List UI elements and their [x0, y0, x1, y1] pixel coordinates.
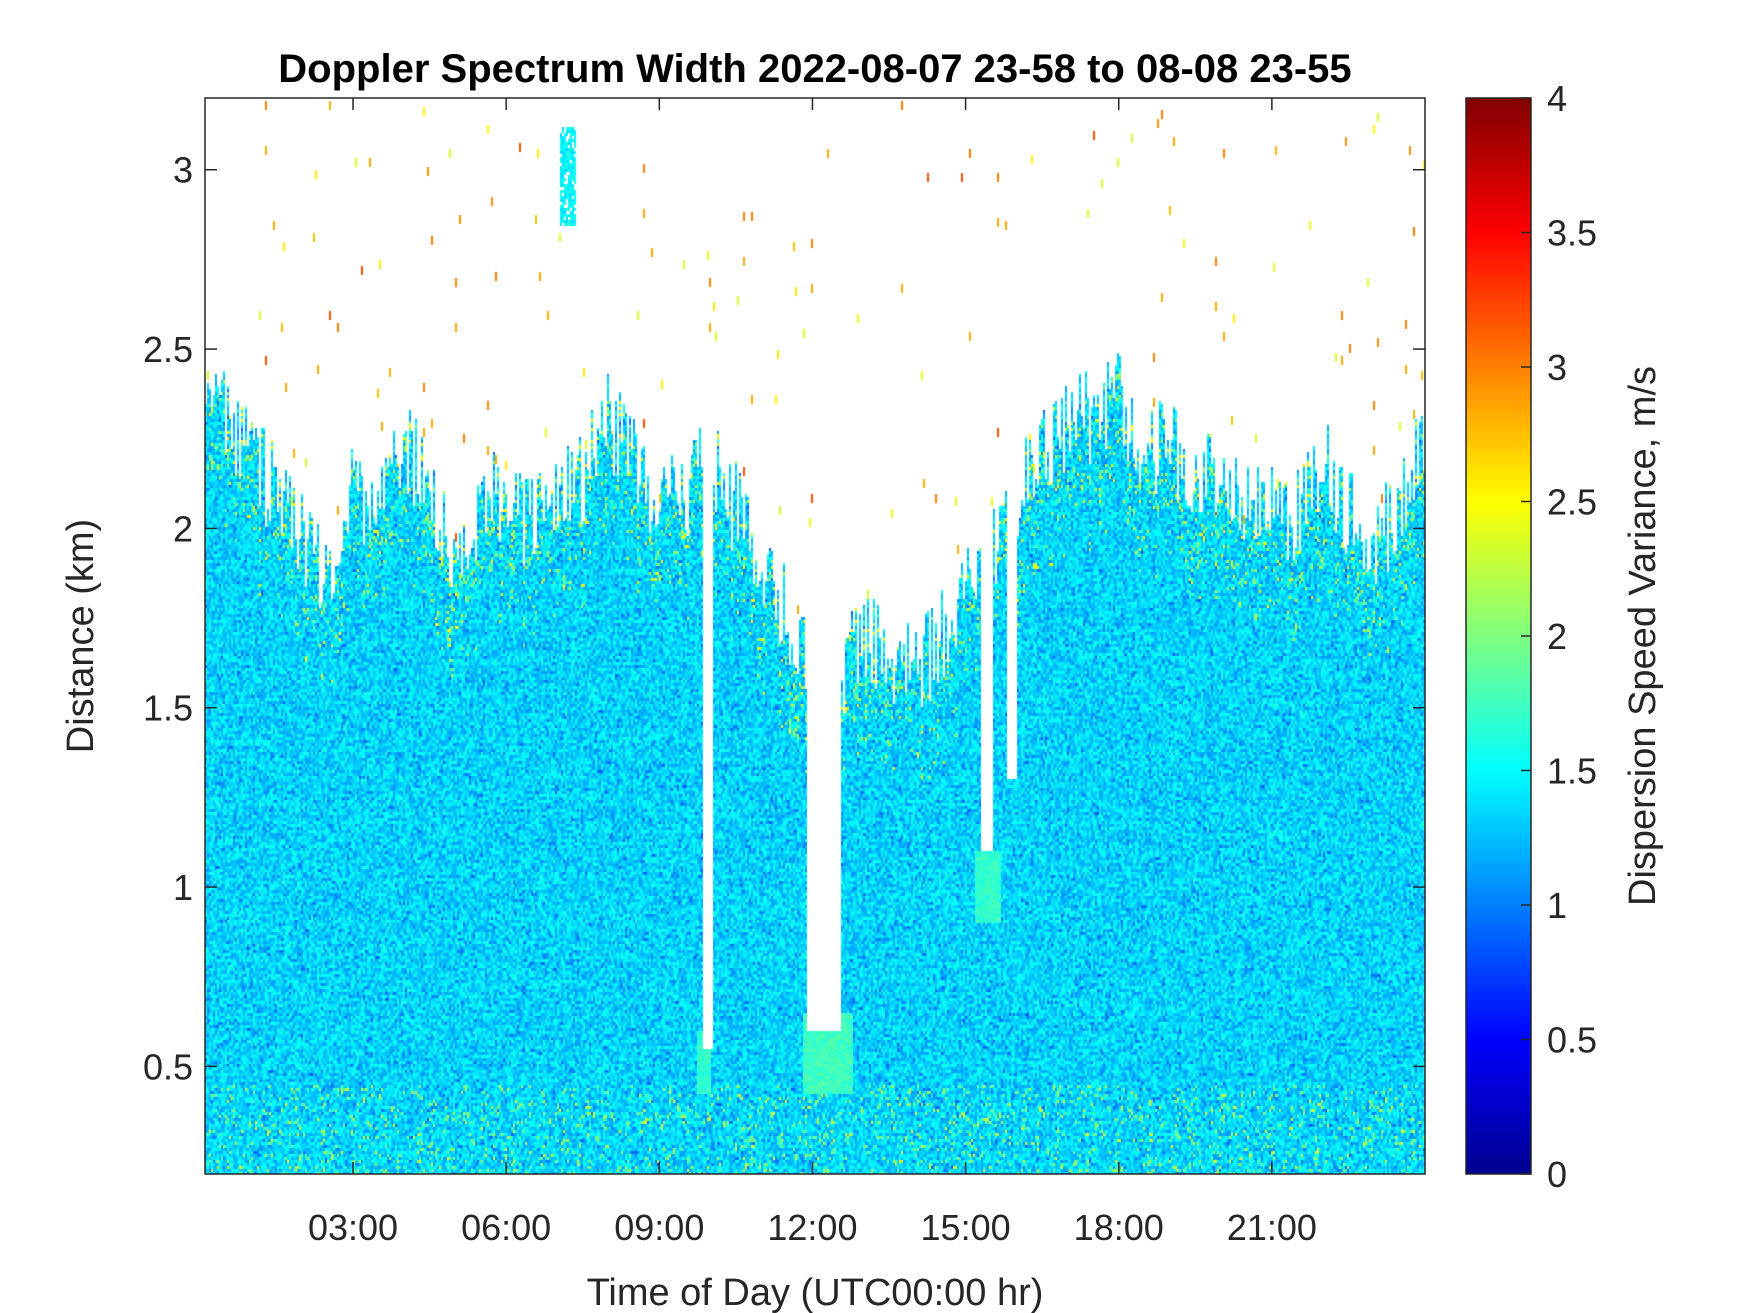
x-tick-label: 15:00 — [921, 1207, 1011, 1248]
colorbar-tick-label: 3 — [1547, 347, 1567, 388]
colorbar-tick-label: 2 — [1547, 616, 1567, 657]
y-tick-label: 0.5 — [143, 1046, 193, 1087]
x-tick-label: 12:00 — [767, 1207, 857, 1248]
colorbar-tick-label: 1.5 — [1547, 751, 1597, 792]
x-tick-label: 06:00 — [461, 1207, 551, 1248]
y-tick-label: 1.5 — [143, 688, 193, 729]
colorbar-tick-label: 0 — [1547, 1154, 1567, 1195]
colorbar-label: Dispersion Speed Variance, m/s — [1622, 366, 1664, 906]
x-tick-label: 03:00 — [308, 1207, 398, 1248]
colorbar-tick-label: 3.5 — [1547, 213, 1597, 254]
y-tick-label: 3 — [173, 150, 193, 191]
plot-frame — [204, 97, 1426, 1175]
y-axis: 0.5 1 1.5 2 2.5 3 — [143, 150, 1425, 1087]
y-tick-label: 2.5 — [143, 329, 193, 370]
x-tick-label: 21:00 — [1227, 1207, 1317, 1248]
y-axis-label: Distance (km) — [60, 519, 102, 753]
colorbar-tick-label: 0.5 — [1547, 1020, 1597, 1061]
chart-title: Doppler Spectrum Width 2022-08-07 23-58 … — [278, 47, 1351, 91]
colorbar — [1465, 97, 1532, 1175]
y-tick-label: 1 — [173, 867, 193, 908]
y-tick-label: 2 — [173, 508, 193, 549]
colorbar-tick-label: 2.5 — [1547, 482, 1597, 523]
x-tick-label: 09:00 — [614, 1207, 704, 1248]
colorbar-tick-label: 4 — [1547, 78, 1567, 119]
x-axis: 03:00 06:00 09:00 12:00 15:00 18:00 21:00 — [308, 98, 1317, 1248]
x-tick-label: 18:00 — [1074, 1207, 1164, 1248]
colorbar-axis: 0 0.5 1 1.5 2 2.5 3 3.5 4 — [1521, 78, 1597, 1195]
heatmap-image — [205, 98, 1425, 1174]
x-axis-label: Time of Day (UTC00:00 hr) — [587, 1272, 1044, 1313]
colorbar-tick-label: 1 — [1547, 885, 1567, 926]
